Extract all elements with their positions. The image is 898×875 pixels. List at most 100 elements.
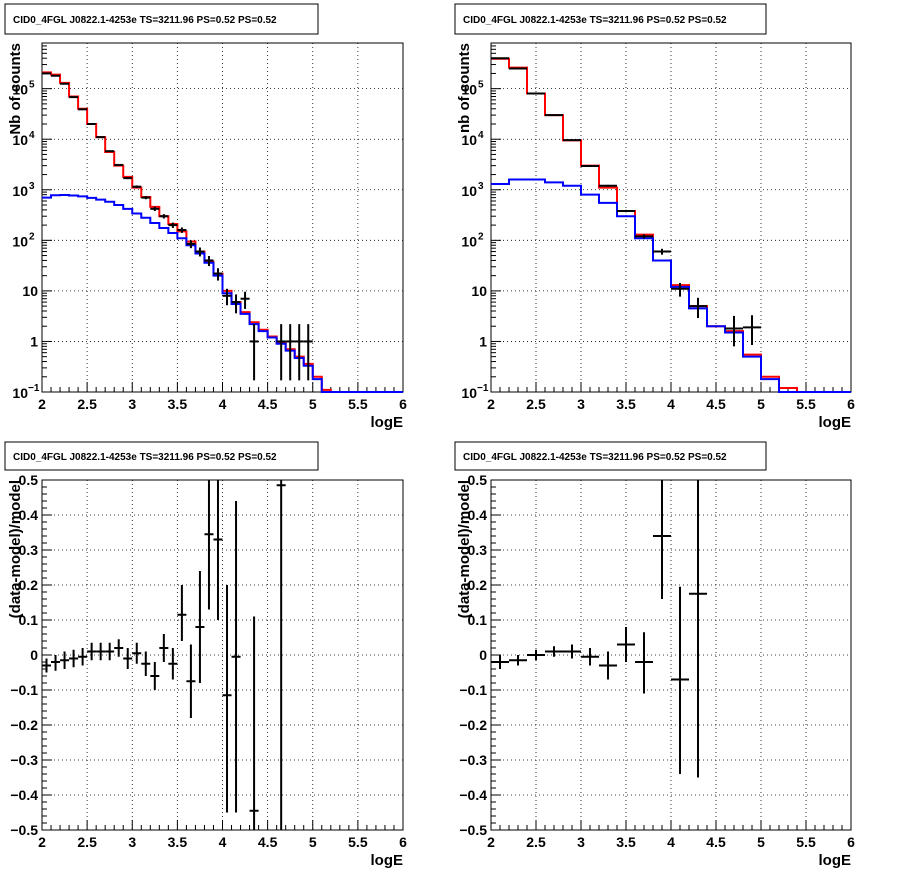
x-tick-label: 6 [399, 834, 407, 850]
y-axis-label: Nb of counts [7, 43, 24, 135]
x-tick-label: 4 [219, 396, 227, 412]
x-tick-label: 5.5 [796, 396, 816, 412]
y-tick-label: −0.2 [10, 717, 38, 733]
y-tick-exponent: 2 [478, 231, 484, 242]
data-points [42, 72, 313, 381]
y-tick-label: 0.5 [19, 472, 39, 488]
y-tick-label: 0.3 [19, 542, 39, 558]
x-tick-label: 3 [577, 834, 585, 850]
y-tick-label: 10 [12, 132, 28, 148]
y-tick-label: 0.4 [19, 507, 39, 523]
y-tick-label: 10 [12, 385, 28, 401]
x-tick-label: 5 [757, 834, 765, 850]
chart-pad-3: CID0_4FGL J0822.1-4253e TS=3211.96 PS=0.… [4, 441, 407, 869]
y-tick-label: −0.4 [459, 787, 487, 803]
x-tick-label: 2 [38, 834, 46, 850]
x-tick-label: 2.5 [77, 396, 97, 412]
y-axis-ticks [42, 479, 52, 831]
series-red-histogram [491, 57, 851, 393]
y-axis-label: nb of counts [456, 43, 473, 133]
y-tick-label: 10 [461, 385, 477, 401]
data-points [491, 57, 761, 347]
chart-title-box [4, 441, 319, 471]
x-tick-label: 2 [487, 834, 495, 850]
y-tick-label: 0.1 [19, 612, 39, 628]
y-tick-label: 0.2 [468, 577, 488, 593]
x-tick-label: 5 [757, 396, 765, 412]
y-tick-label: −0.1 [459, 682, 487, 698]
chart-pad-1: CID0_4FGL J0822.1-4253e TS=3211.96 PS=0.… [4, 3, 407, 431]
chart-title-box [454, 3, 767, 35]
grid [42, 43, 403, 392]
x-axis-ticks [41, 820, 404, 830]
y-tick-label: 10 [12, 183, 28, 199]
y-axis-label: (data-model)/model [7, 480, 24, 618]
x-tick-label: 5.5 [796, 834, 816, 850]
y-tick-exponent: 3 [29, 181, 35, 192]
x-axis-ticks [490, 820, 852, 830]
y-tick-label: 10 [461, 233, 477, 249]
y-tick-label: −0.2 [459, 717, 487, 733]
y-tick-label: 0 [479, 647, 487, 663]
x-tick-label: 6 [399, 396, 407, 412]
y-tick-label: 0.5 [468, 472, 488, 488]
y-axis-label: (data-model)/model [456, 480, 473, 618]
chart-title-box [4, 3, 319, 35]
x-tick-label: 3.5 [168, 396, 188, 412]
y-tick-label: −0.5 [459, 822, 487, 838]
x-axis-label: logE [371, 852, 404, 869]
x-tick-label: 3 [128, 834, 136, 850]
y-tick-label: −0.1 [10, 682, 38, 698]
y-tick-label: 0.2 [19, 577, 39, 593]
chart-pad-4: CID0_4FGL J0822.1-4253e TS=3211.96 PS=0.… [454, 441, 855, 869]
x-tick-label: 3.5 [616, 834, 636, 850]
x-tick-label: 4.5 [706, 834, 726, 850]
y-tick-label: −0.5 [10, 822, 38, 838]
x-tick-label: 4 [219, 834, 227, 850]
y-tick-label: −0.3 [10, 752, 38, 768]
y-tick-exponent: 4 [478, 130, 484, 141]
x-tick-label: 4 [667, 396, 675, 412]
y-tick-label: 1 [30, 333, 38, 349]
chart-title: CID0_4FGL J0822.1-4253e TS=3211.96 PS=0.… [13, 15, 277, 26]
chart-title: CID0_4FGL J0822.1-4253e TS=3211.96 PS=0.… [463, 15, 727, 26]
series-blue-histogram [42, 193, 403, 393]
x-tick-label: 2.5 [526, 834, 546, 850]
y-tick-label: 10 [461, 183, 477, 199]
series-red-histogram [42, 71, 403, 393]
grid [491, 43, 851, 392]
x-axis-ticks [41, 382, 404, 392]
y-tick-label: 10 [471, 283, 487, 299]
y-axis-ticks [491, 479, 501, 831]
y-tick-exponent: 5 [29, 80, 35, 91]
x-tick-label: 3.5 [616, 396, 636, 412]
y-axis-ticks [42, 42, 52, 393]
grid [491, 480, 851, 830]
x-tick-label: 6 [847, 396, 855, 412]
x-axis-label: logE [819, 414, 852, 431]
chart-pad-2: CID0_4FGL J0822.1-4253e TS=3211.96 PS=0.… [454, 3, 855, 431]
x-tick-label: 5.5 [348, 834, 368, 850]
x-tick-label: 4.5 [258, 396, 278, 412]
x-tick-label: 5.5 [348, 396, 368, 412]
x-axis-label: logE [371, 414, 404, 431]
x-tick-label: 2 [38, 396, 46, 412]
y-tick-exponent: −1 [477, 383, 489, 394]
chart-title: CID0_4FGL J0822.1-4253e TS=3211.96 PS=0.… [463, 452, 727, 463]
y-tick-label: 10 [12, 233, 28, 249]
x-axis-label: logE [819, 852, 852, 869]
y-tick-label: −0.3 [459, 752, 487, 768]
y-tick-label: 10 [461, 82, 477, 98]
chart-title-box [454, 441, 767, 471]
x-tick-label: 4.5 [706, 396, 726, 412]
x-tick-label: 2.5 [526, 396, 546, 412]
x-tick-label: 5 [309, 834, 317, 850]
series-blue-histogram [491, 178, 851, 393]
y-tick-label: 10 [22, 283, 38, 299]
y-tick-label: 1 [479, 333, 487, 349]
y-tick-label: 0.3 [468, 542, 488, 558]
y-tick-label: 0 [30, 647, 38, 663]
x-tick-label: 4 [667, 834, 675, 850]
x-tick-label: 2 [487, 396, 495, 412]
x-tick-label: 3 [577, 396, 585, 412]
